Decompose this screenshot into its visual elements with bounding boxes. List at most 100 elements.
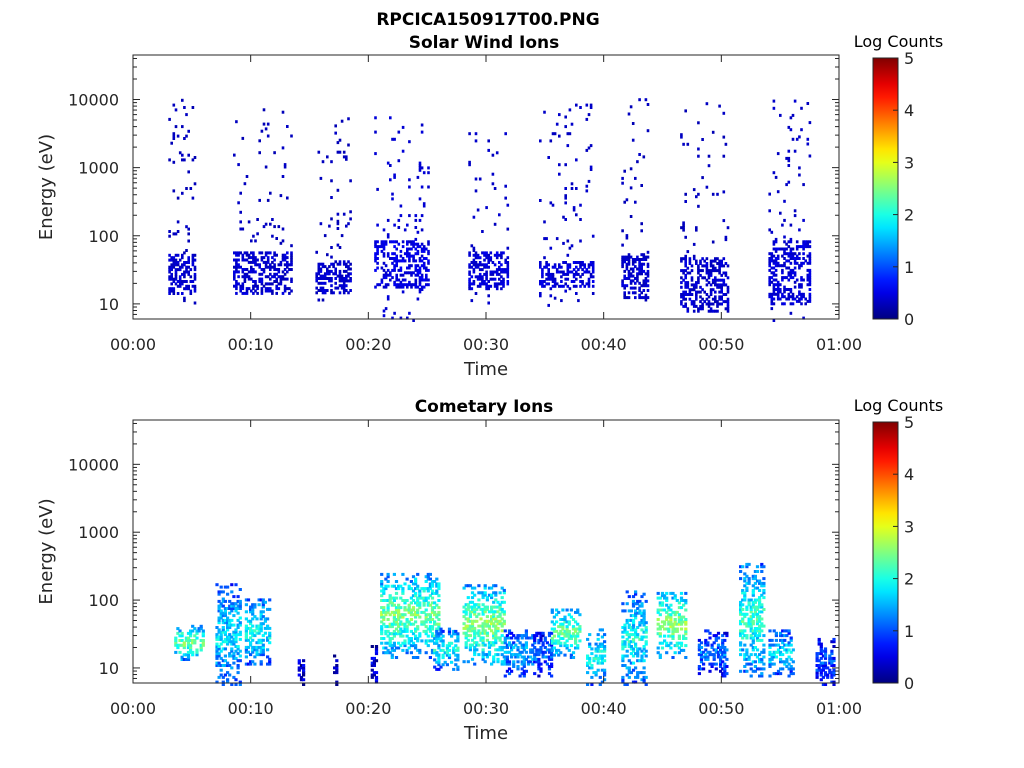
heatmap-cell [504,258,507,262]
heatmap-cell [481,638,485,642]
heatmap-cell [494,584,498,588]
heatmap-cluster [768,629,795,678]
heatmap-cell [562,261,565,264]
heatmap-cell [714,636,718,640]
heatmap-cell [804,259,807,263]
heatmap-cell [228,652,232,656]
heatmap-cell [235,284,238,288]
heatmap-cell [743,579,747,583]
heatmap-cell [634,258,637,261]
heatmap-cell [695,283,698,287]
heatmap-cell [245,289,249,293]
heatmap-cell [699,641,704,645]
heatmap-cell [815,652,819,656]
heatmap-cell [253,629,257,633]
heatmap-cell [219,590,223,594]
heatmap-cell [403,644,407,648]
heatmap-cell [819,649,823,653]
heatmap-cell [751,577,755,581]
heatmap-cell [317,272,321,276]
heatmap-cell [470,261,474,264]
heatmap-cell [412,271,415,275]
heatmap-cell [589,165,593,169]
heatmap-cell [559,618,563,621]
heatmap-cell [547,282,550,286]
heatmap-cell [254,282,257,286]
heatmap-cell [640,229,643,233]
heatmap-cell [772,629,776,633]
heatmap-cell [174,641,178,645]
heatmap-cell [470,622,475,626]
heatmap-cell [217,630,221,634]
heatmap-cell [395,247,398,251]
heatmap-cell [472,253,476,257]
heatmap-cell [439,665,443,669]
heatmap-cell [474,256,478,260]
heatmap-cell [234,630,238,634]
heatmap-cell [492,636,496,640]
heatmap-cell [706,655,710,659]
heatmap-cell [494,619,498,623]
heatmap-cell [704,655,708,659]
heatmap-cell [261,650,265,654]
heatmap-cell [176,284,180,288]
heatmap-cell [823,673,828,677]
heatmap-cell [587,270,591,274]
heatmap-cell [625,602,629,606]
heatmap-cell [704,657,708,661]
heatmap-cell [174,277,178,281]
heatmap-cell [768,261,771,265]
heatmap-cell [722,300,726,304]
heatmap-cell [682,634,686,638]
heatmap-cell [789,669,793,673]
heatmap-cell [468,253,471,257]
heatmap-cell [288,263,291,267]
heatmap-cell [428,656,432,659]
heatmap-cell [189,643,193,647]
heatmap-cell [217,675,221,679]
heatmap-cell [638,637,642,641]
heatmap-cell [397,278,401,282]
heatmap-cell [230,666,234,670]
heatmap-cell [477,598,481,602]
heatmap-cell [642,253,646,257]
heatmap-cell [259,645,263,649]
heatmap-cell [627,666,631,670]
heatmap-cell [507,636,512,640]
heatmap-cell [722,264,726,268]
heatmap-cell [334,131,337,135]
heatmap-cell [719,660,723,664]
heatmap-cell [384,599,388,602]
heatmap-cell [636,635,640,639]
heatmap-cell [720,283,723,287]
heatmap-cell [426,639,430,643]
heatmap-cell [422,620,426,624]
heatmap-cell [235,282,238,286]
colorbar-tick-label: 0 [904,310,914,329]
heatmap-cell [408,271,411,275]
heatmap-cell [391,252,394,256]
heatmap-cell [709,264,713,268]
heatmap-cell [564,196,567,200]
heatmap-cell [762,634,766,638]
heatmap-cell [255,650,259,654]
heatmap-cell [575,277,578,281]
heatmap-cell [627,623,631,627]
heatmap-cell [745,624,749,628]
heatmap-cell [755,648,760,652]
heatmap-cell [644,626,648,629]
heatmap-cell [376,245,379,249]
heatmap-cell [380,613,384,617]
heatmap-cell [791,667,795,671]
heatmap-cell [779,211,782,215]
heatmap-cell [500,622,504,626]
heatmap-cell [180,639,184,642]
heatmap-cell [454,663,458,667]
heatmap-cell [335,683,339,686]
heatmap-cell [520,643,524,647]
heatmap-cell [468,287,471,291]
heatmap-cell [543,280,546,283]
heatmap-cell [684,302,687,306]
heatmap-cell [483,629,487,633]
